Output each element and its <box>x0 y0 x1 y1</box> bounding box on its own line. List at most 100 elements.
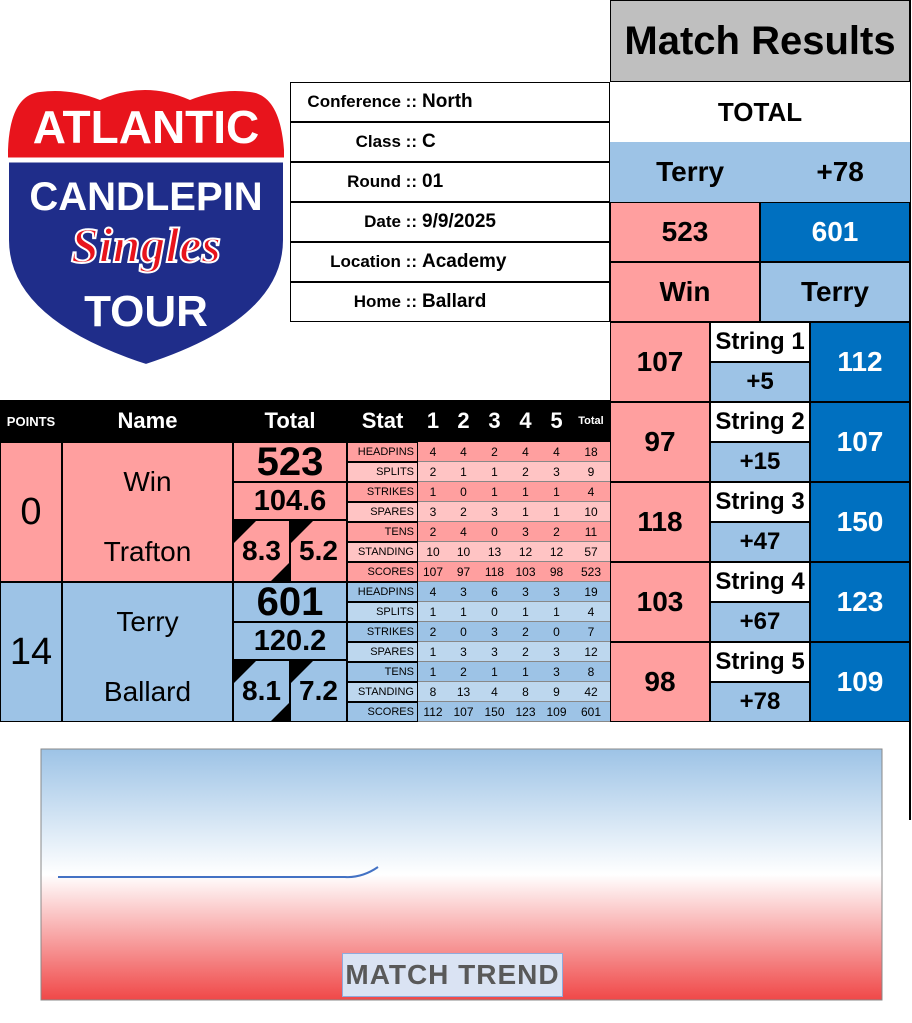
stat-cell: 8 <box>510 682 541 702</box>
stat-value: 8.3 <box>242 535 281 566</box>
stat-cell: 1 <box>418 642 448 662</box>
stat-cell: 601 <box>572 702 610 722</box>
player-average: 104.6 <box>233 482 347 520</box>
stat-name: SPLITS <box>347 602 418 622</box>
stat-cell: 7 <box>572 622 610 642</box>
stat-cell: 150 <box>479 702 510 722</box>
stat-cell: 3 <box>541 582 572 602</box>
stat-cell: 1 <box>479 462 510 482</box>
leader-row: Terry +78 <box>610 142 910 202</box>
logo-text: CANDLEPIN <box>29 175 262 219</box>
stat-cell: 1 <box>510 662 541 682</box>
stat-cell: 112 <box>418 702 448 722</box>
stat-box: 8.3 <box>233 520 290 582</box>
stat-cell: 2 <box>418 462 448 482</box>
stat-box: 8.1 <box>233 660 290 722</box>
string-label: String 2 <box>710 402 810 442</box>
trend-panel <box>40 748 883 1001</box>
stat-cell: 12 <box>572 642 610 662</box>
stat-cell: 3 <box>541 462 572 482</box>
stat-cell: 2 <box>541 522 572 542</box>
stat-cell: 12 <box>510 542 541 562</box>
last-name: Ballard <box>103 676 192 707</box>
stat-cell: 1 <box>418 602 448 622</box>
stat-name: STANDING <box>347 682 418 702</box>
stat-box: 5.2 <box>290 520 347 582</box>
logo-text: TOUR <box>84 287 208 336</box>
string-score: 97 <box>610 402 710 482</box>
stat-cell: 12 <box>541 542 572 562</box>
player-name: Win <box>610 262 760 322</box>
info-row: Home :: Ballard <box>290 282 610 322</box>
score: 601 <box>760 202 910 262</box>
score: 523 <box>610 202 760 262</box>
info-value: C <box>422 131 436 152</box>
stat-name: SPARES <box>347 642 418 662</box>
results-title: Match Results <box>610 0 910 82</box>
string-score: 107 <box>610 322 710 402</box>
stat-cell: 1 <box>510 602 541 622</box>
stat-cell: 4 <box>510 442 541 462</box>
string-score: 109 <box>810 642 910 722</box>
stat-cell: 0 <box>541 622 572 642</box>
info-row: Class :: C <box>290 122 610 162</box>
stat-value: 5.2 <box>299 535 338 566</box>
info-value: Ballard <box>422 291 487 312</box>
table-header: Total <box>572 400 610 442</box>
stat-cell: 4 <box>418 442 448 462</box>
info-value: North <box>422 91 473 112</box>
corner <box>234 521 289 581</box>
stat-cell: 1 <box>448 602 479 622</box>
info-label: Home :: <box>353 292 417 311</box>
stat-cell: 1 <box>418 482 448 502</box>
last-name: Trafton <box>103 536 192 567</box>
stat-cell: 3 <box>510 522 541 542</box>
stat-cell: 3 <box>479 622 510 642</box>
logo-text: Singles <box>71 217 221 273</box>
stat-cell: 4 <box>541 442 572 462</box>
table-header: POINTS <box>0 400 62 442</box>
stat-cell: 107 <box>448 702 479 722</box>
player-name: Terry <box>760 262 910 322</box>
stat-cell: 98 <box>541 562 572 582</box>
stat-cell: 8 <box>572 662 610 682</box>
stat-cell: 2 <box>418 622 448 642</box>
points: 0 <box>0 442 62 582</box>
table-header: 4 <box>510 400 541 442</box>
info-value: 9/9/2025 <box>422 211 496 232</box>
info-row: Round :: 01 <box>290 162 610 202</box>
stat-cell: 103 <box>510 562 541 582</box>
info-row: Date :: 9/9/2025 <box>290 202 610 242</box>
corner <box>291 521 313 543</box>
string-score: 98 <box>610 642 710 722</box>
stat-cell: 109 <box>541 702 572 722</box>
total-label: TOTAL <box>610 82 910 142</box>
stat-cell: 57 <box>572 542 610 562</box>
stat-cell: 1 <box>418 662 448 682</box>
trend-label: MATCH TREND <box>342 953 563 997</box>
name-cell <box>62 442 233 582</box>
string-score: 118 <box>610 482 710 562</box>
stat-cell: 9 <box>541 682 572 702</box>
points: 14 <box>0 582 62 722</box>
margin: +78 <box>816 156 864 187</box>
info-label: Conference :: <box>307 92 417 111</box>
player-total: 523 <box>233 442 347 482</box>
stat-cell: 3 <box>479 642 510 662</box>
stat-box: 7.2 <box>290 660 347 722</box>
stat-cell: 3 <box>448 642 479 662</box>
string-score: 150 <box>810 482 910 562</box>
table-header: 2 <box>448 400 479 442</box>
stat-cell: 3 <box>479 502 510 522</box>
stat-cell: 13 <box>448 682 479 702</box>
stat-cell: 11 <box>572 522 610 542</box>
string-score: 112 <box>810 322 910 402</box>
string-score: 107 <box>810 402 910 482</box>
stat-name: HEADPINS <box>347 582 418 602</box>
stat-cell: 0 <box>448 482 479 502</box>
stat-name: TENS <box>347 662 418 682</box>
stat-name: STANDING <box>347 542 418 562</box>
string-score: 103 <box>610 562 710 642</box>
